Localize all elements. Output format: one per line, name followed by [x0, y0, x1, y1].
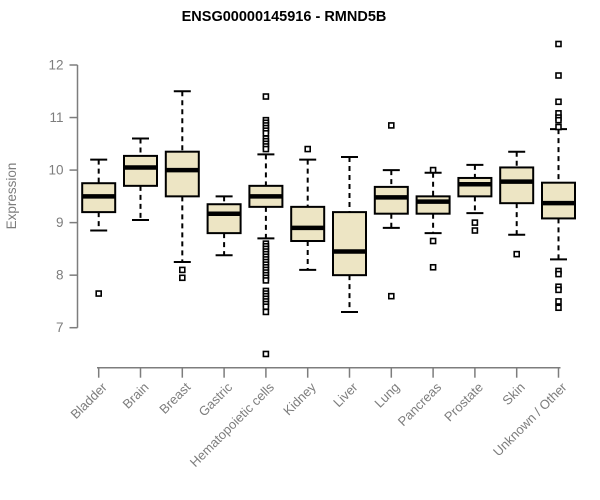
outlier-point: [555, 116, 562, 124]
outlier-point: [95, 290, 102, 297]
box-iqr: [290, 205, 326, 243]
y-axis-title: Expression: [4, 163, 19, 230]
outlier-point: [513, 250, 521, 258]
chart-title: ENSG00000145916 - RMND5B: [182, 9, 387, 25]
x-category-label: Brain: [120, 380, 152, 412]
x-category-label: Liver: [330, 379, 361, 410]
box-iqr: [332, 211, 367, 277]
outlier-point: [262, 130, 270, 137]
outlier-point: [555, 40, 562, 48]
x-category-label: Lung: [371, 380, 402, 411]
outlier-point: [262, 277, 270, 284]
x-category-label: Unknown / Other: [490, 379, 570, 459]
outlier-point: [555, 72, 562, 79]
box-iqr: [499, 166, 535, 205]
outlier-point: [262, 93, 270, 100]
outlier-point: [429, 237, 437, 245]
box-iqr: [415, 195, 451, 215]
box-iqr: [123, 154, 158, 187]
outlier-point: [555, 298, 562, 305]
x-category-label: Prostate: [441, 380, 486, 425]
outlier-point: [262, 145, 270, 153]
outlier-point: [179, 274, 186, 282]
outlier-point: [471, 219, 479, 226]
outlier-point: [555, 123, 562, 131]
outlier-point: [304, 145, 312, 153]
outlier-point: [387, 292, 395, 300]
outlier-point: [555, 286, 562, 294]
outlier-point: [555, 270, 562, 278]
x-category-label: Gastric: [196, 379, 236, 419]
y-tick-label: 11: [49, 110, 63, 125]
box-iqr: [164, 150, 200, 198]
outlier-point: [471, 227, 479, 234]
x-category-label: Pancreas: [395, 379, 445, 429]
outlier-point: [387, 122, 395, 129]
x-category-label: Kidney: [280, 379, 319, 418]
y-tick-label: 8: [56, 268, 64, 283]
box-iqr: [206, 203, 242, 235]
outlier-point: [262, 303, 270, 310]
box-iqr: [373, 185, 409, 215]
y-tick-label: 10: [48, 163, 63, 178]
outlier-point: [429, 166, 437, 174]
outlier-point: [262, 308, 270, 316]
outlier-point: [429, 263, 437, 271]
outlier-point: [262, 350, 270, 358]
box-iqr: [541, 181, 576, 220]
x-category-label: Bladder: [68, 379, 111, 422]
x-category-label: Skin: [499, 380, 527, 408]
outlier-point: [555, 304, 562, 312]
outlier-point: [555, 98, 562, 106]
y-tick-label: 12: [48, 58, 63, 73]
outlier-point: [179, 266, 186, 274]
y-tick-label: 7: [56, 320, 64, 335]
y-tick-label: 9: [56, 215, 64, 230]
box-iqr: [457, 176, 493, 198]
x-category-label: Breast: [156, 379, 193, 416]
